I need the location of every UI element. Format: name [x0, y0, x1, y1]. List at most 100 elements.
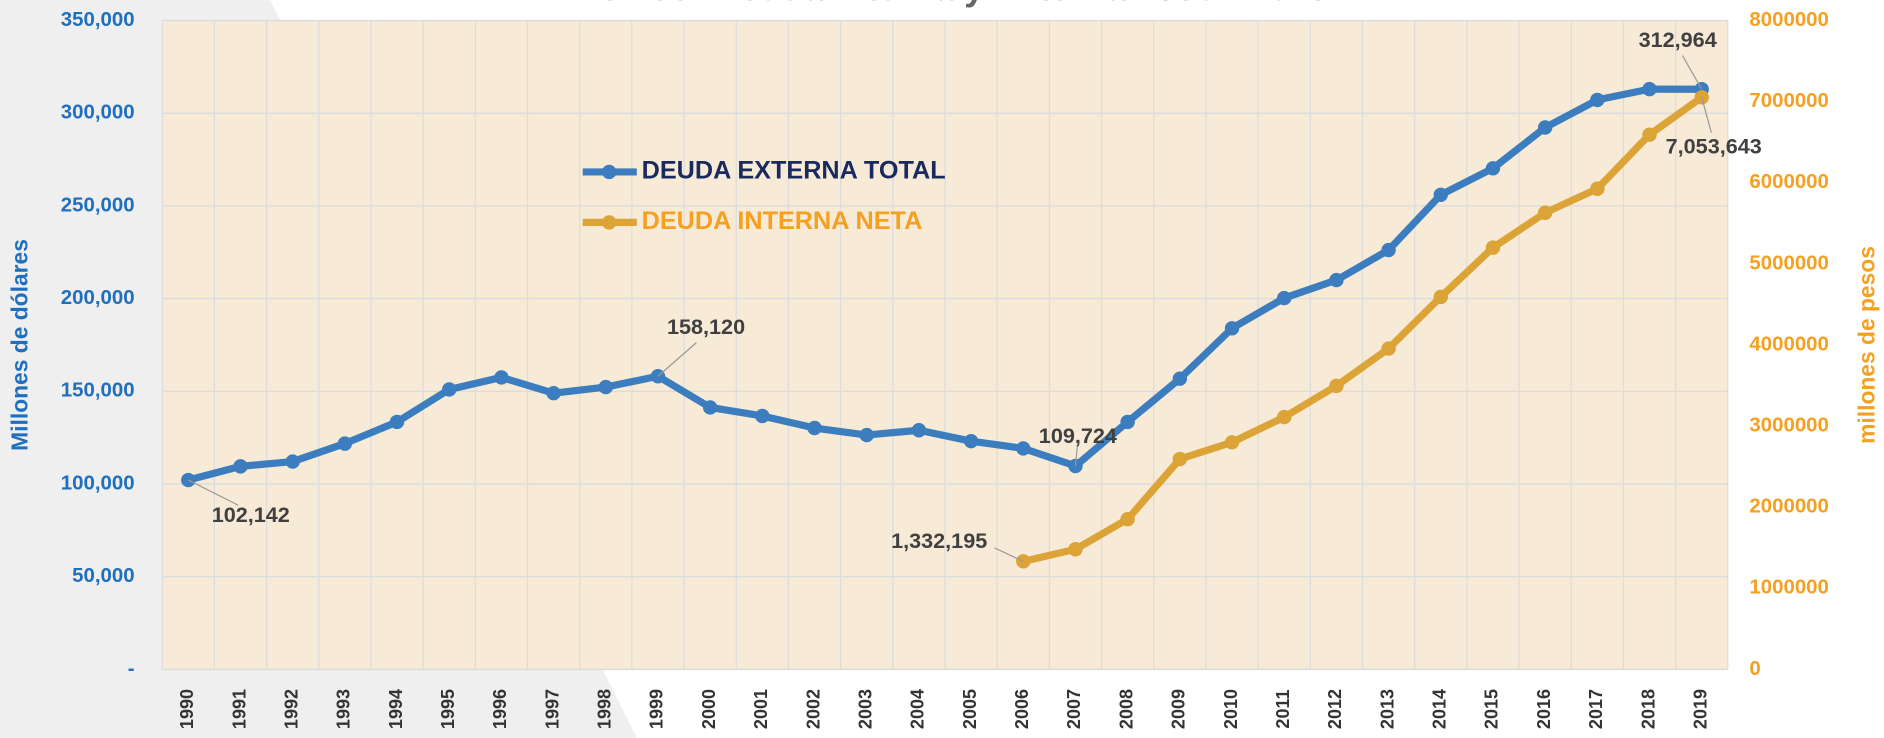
data-point: [1485, 161, 1501, 176]
y2-tick-label: 1000000: [1749, 577, 1828, 599]
y2-tick-label: 7000000: [1749, 90, 1828, 112]
x-tick-label: 1993: [334, 689, 354, 729]
data-point: [337, 436, 353, 451]
data-point: [963, 433, 979, 449]
y2-tick-label: 2000000: [1749, 496, 1828, 518]
data-label: 1,332,195: [891, 528, 987, 553]
leader-line: [994, 547, 1024, 562]
leader-line: [1074, 445, 1078, 467]
y-tick-label: 100,000: [61, 472, 135, 494]
y2-tick-label: 3000000: [1749, 414, 1828, 436]
y2-tick-label: 5000000: [1749, 252, 1828, 274]
x-tick-label: 2012: [1325, 689, 1345, 729]
legend-label: DEUDA EXTERNA TOTAL: [642, 157, 946, 185]
y2-tick-label: 0: [1749, 658, 1760, 680]
y-tick-label: 150,000: [61, 380, 135, 402]
x-tick-label: 2018: [1638, 689, 1658, 729]
data-point: [859, 427, 874, 443]
data-point: [1590, 92, 1605, 108]
x-tick-label: 2001: [751, 689, 771, 729]
x-tick-label: 1999: [647, 689, 667, 729]
x-tick-label: 2011: [1273, 689, 1293, 728]
data-point: [1642, 81, 1657, 97]
data-point: [1120, 414, 1135, 430]
data-point: [1277, 290, 1292, 306]
x-tick-label: 2008: [1116, 689, 1136, 729]
data-point: [1537, 120, 1553, 135]
data-label: 102,142: [212, 502, 290, 527]
x-tick-label: 2007: [1064, 689, 1084, 729]
x-tick-label: 1996: [490, 689, 510, 729]
data-point: [494, 370, 509, 385]
data-point: [285, 454, 300, 469]
y-axis-label: Millones de dólares: [7, 239, 33, 451]
leader-line: [657, 342, 697, 377]
y-tick-label: 350,000: [61, 9, 135, 31]
x-tick-label: 2002: [803, 689, 823, 729]
data-point: [1381, 242, 1396, 258]
data-point: [807, 420, 822, 436]
x-tick-label: 2009: [1169, 689, 1189, 729]
leader-line: [188, 479, 239, 506]
data-point: [1537, 205, 1553, 220]
data-point: [1172, 451, 1188, 467]
y-tick-label: 50,000: [72, 565, 134, 587]
series-line: [1022, 94, 1704, 565]
data-point: [1642, 127, 1657, 142]
y2-axis-label: millones de pesos: [1853, 246, 1879, 444]
x-tick-label: 1990: [177, 689, 197, 729]
y-tick-label: 250,000: [61, 194, 135, 216]
data-point: [1381, 341, 1396, 356]
x-tick-label: 1992: [281, 689, 301, 729]
data-point: [1224, 435, 1240, 450]
x-tick-label: 2016: [1534, 689, 1554, 729]
y-tick-label: 300,000: [61, 102, 135, 124]
data-point: [1329, 272, 1344, 288]
y-tick-label: -: [128, 658, 135, 680]
data-point: [1485, 240, 1501, 255]
x-tick-label: 2013: [1377, 689, 1397, 729]
chart-title: México: Deuda Interna y Externa 1990 - 2…: [570, 0, 1329, 8]
y-tick-label: 200,000: [61, 287, 135, 309]
x-tick-label: 2015: [1482, 689, 1502, 729]
x-tick-label: 2010: [1221, 689, 1241, 729]
data-point: [389, 414, 405, 430]
x-tick-label: 2000: [699, 689, 719, 729]
data-label: 312,964: [1639, 27, 1717, 52]
y2-tick-label: 8000000: [1749, 9, 1828, 31]
data-point: [911, 423, 927, 438]
data-point: [546, 385, 561, 401]
x-tick-label: 2019: [1690, 689, 1710, 729]
x-tick-label: 1997: [542, 689, 562, 729]
leader-line: [1701, 97, 1712, 133]
legend-marker: [601, 164, 617, 180]
data-point: [1433, 289, 1448, 305]
legend-marker: [601, 215, 617, 230]
data-label: 109,724: [1039, 423, 1117, 448]
x-tick-label: 1995: [438, 689, 458, 729]
y2-tick-label: 6000000: [1749, 171, 1828, 193]
leader-line: [1681, 55, 1703, 90]
data-point: [1433, 187, 1448, 203]
data-point: [1277, 409, 1292, 425]
series-line: [187, 85, 1702, 484]
x-tick-label: 1994: [386, 689, 406, 729]
data-point: [1172, 371, 1188, 386]
data-point: [233, 459, 248, 474]
data-point: [598, 379, 614, 395]
x-tick-label: 1991: [229, 689, 249, 729]
x-tick-label: 2004: [908, 689, 928, 729]
x-tick-label: 2003: [855, 689, 875, 729]
x-tick-label: 1998: [595, 689, 615, 729]
x-tick-label: 2017: [1586, 689, 1606, 729]
data-point: [1016, 441, 1031, 456]
data-point: [442, 382, 457, 397]
data-point: [755, 408, 770, 424]
x-tick-label: 2005: [960, 689, 980, 729]
data-point: [1068, 458, 1083, 474]
data-point: [702, 400, 718, 415]
x-tick-label: 2006: [1012, 689, 1032, 729]
legend-label: DEUDA INTERNA NETA: [642, 207, 923, 235]
data-label: 7,053,643: [1666, 133, 1762, 158]
